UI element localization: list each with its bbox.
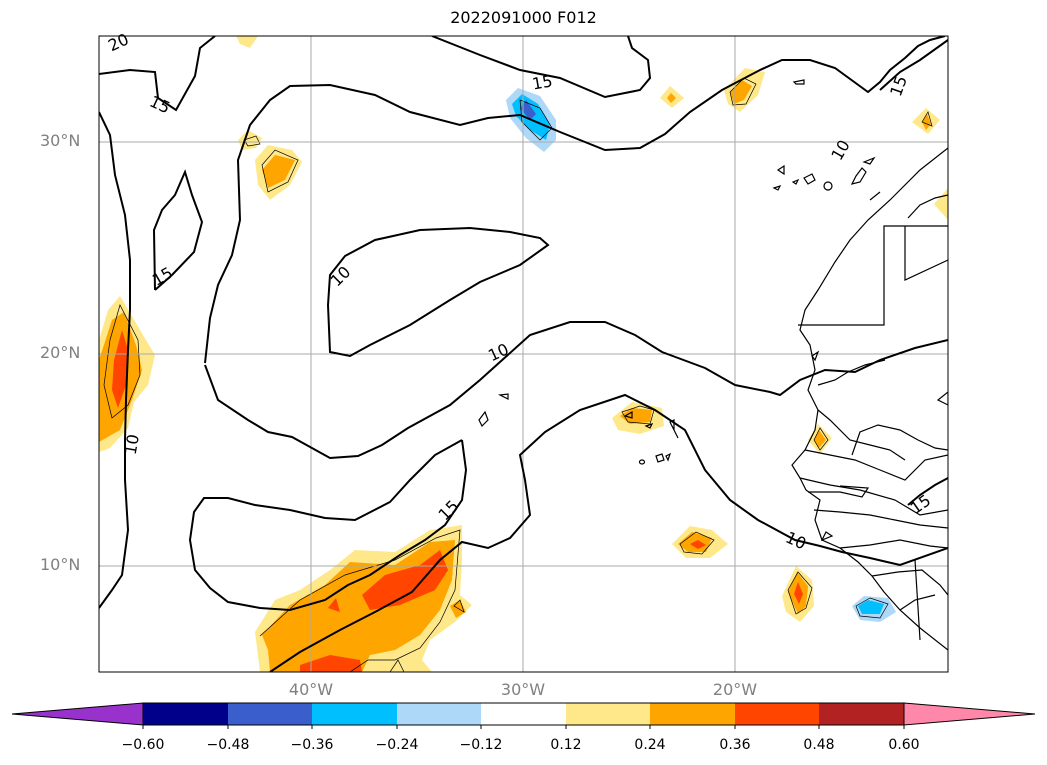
colorbar-tick-label: 0.12 [550,737,582,753]
colorbar-segment [566,703,650,725]
warm-anomaly-area [922,114,931,130]
warm-anomaly-area [667,93,676,103]
warm-anomaly-area [112,330,128,408]
lat-label-20n: 20°N [40,343,81,362]
colorbar-extend-low [11,702,144,726]
map-title: 2022091000 F012 [450,8,597,27]
colorbar-tick-label: −0.60 [121,737,165,753]
lat-label-30n: 30°N [40,131,81,150]
colorbar-tick-label: −0.24 [375,737,419,753]
lat-label-10n: 10°N [40,555,81,574]
contour-label: 10 [121,433,143,456]
contour-line [269,393,948,672]
colorbar-tick-label: −0.36 [290,737,334,753]
warm-anomaly-area [794,582,803,604]
contour-line [907,477,948,506]
lon-label-20w: 20°W [712,680,758,699]
contour-label: 15 [531,71,554,93]
colorbar-tick-label: 0.24 [634,737,666,753]
colorbar-segment [735,703,819,725]
warm-anomaly-area [236,36,258,48]
colorbar-segment [397,703,481,725]
colorbar-segment [312,703,397,725]
map-area [99,36,948,672]
colorbar-segment [143,703,228,725]
contour-line [99,111,131,609]
colorbar-segment [481,703,566,725]
contour-line [188,439,468,612]
contour-line [326,226,550,358]
colorbar-tick-label: −0.12 [459,737,503,753]
coastlines [791,147,948,651]
map-frame [98,35,949,673]
colorbar-tick-label: 0.60 [888,737,920,753]
lon-label-30w: 30°W [500,680,546,699]
grid [99,36,948,672]
contour-line [204,36,946,364]
colorbar-tick-label: 0.48 [803,737,835,753]
contour-line [204,321,948,460]
colorbar-extend-high [903,702,1036,726]
warm-anomaly-area [300,655,362,672]
cold-anomaly-area [858,600,884,614]
contour-lines [99,36,948,672]
cold-anomaly-area [520,100,536,120]
warm-anomaly-area [450,600,466,618]
colorbar-segment [819,703,904,725]
colorbar-tick-label: 0.36 [719,737,751,753]
warm-anomaly-area [328,598,340,612]
colorbar-segment [228,703,312,725]
contour-line [99,36,216,112]
warm-anomaly-area [262,155,295,188]
contour-line [152,169,204,291]
warm-anomaly-area [620,408,652,424]
shaded-outlines [103,77,933,672]
warm-anomaly-area [690,540,706,549]
warm-anomaly-area [362,550,448,610]
contour-line [879,39,948,91]
colorbar [11,702,1036,729]
contour-line [431,36,652,99]
colorbar-segment [650,703,735,725]
lon-label-40w: 40°W [288,680,334,699]
colorbar-tick-label: −0.48 [206,737,250,753]
